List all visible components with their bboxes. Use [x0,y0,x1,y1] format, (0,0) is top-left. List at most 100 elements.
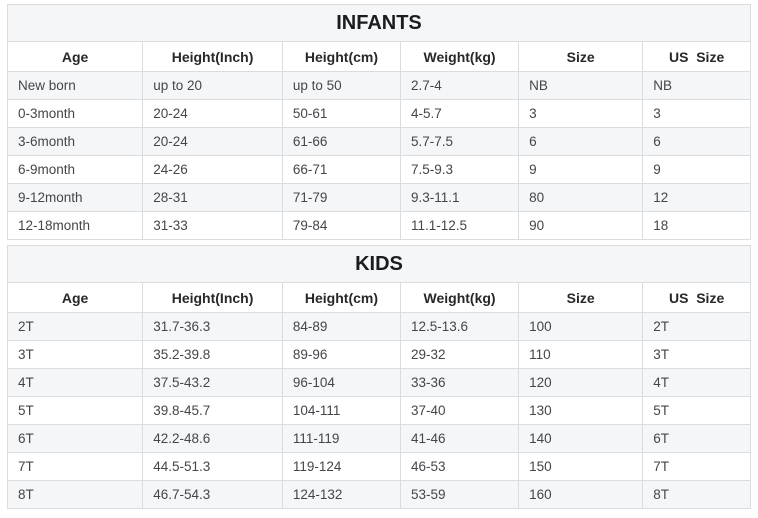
table-cell: 24-26 [142,155,283,184]
table-cell: up to 20 [142,71,283,100]
table-cell: 31.7-36.3 [142,312,283,341]
table-cell: 9 [518,155,644,184]
table-cell: 6 [642,127,751,156]
column-header-row: Age Height(Inch) Height(cm) Weight(kg) Size U… [6,41,751,72]
table-cell: 12-18month [6,211,144,240]
table-cell: 61-66 [281,127,402,156]
table-row: 3-6month 20-24 61-66 5.7-7.5 6 6 [6,127,751,156]
column-header: Height(cm) [281,41,402,72]
table-cell: 4T [642,368,751,397]
table-cell: 18 [642,211,751,240]
column-header: Height(Inch) [142,282,283,313]
table-cell: up to 50 [281,71,402,100]
table-cell: 12.5-13.6 [400,312,520,341]
table-cell: 5T [6,396,144,425]
table-cell: 20-24 [142,127,283,156]
table-cell: 35.2-39.8 [142,340,283,369]
table-cell: 33-36 [400,368,520,397]
table-cell: 8T [642,480,751,509]
table-row: 6-9month 24-26 66-71 7.5-9.3 9 9 [6,155,751,184]
table-cell: 42.2-48.6 [142,424,283,453]
table-cell: 3 [642,99,751,128]
table-title: INFANTS [7,4,751,42]
table-cell: 124-132 [281,480,402,509]
table-cell: 119-124 [281,452,402,481]
table-cell: 53-59 [400,480,520,509]
table-cell: 31-33 [142,211,283,240]
table-cell: 3T [642,340,751,369]
table-row: 3T 35.2-39.8 89-96 29-32 110 3T [6,340,751,369]
table-cell: 6T [642,424,751,453]
table-cell: 71-79 [281,183,402,212]
table-cell: 84-89 [281,312,402,341]
table-cell: 5.7-7.5 [400,127,520,156]
table-cell: 90 [518,211,644,240]
column-header: Weight(kg) [400,41,520,72]
table-cell: 160 [518,480,644,509]
table-cell: 7T [6,452,144,481]
table-cell: 20-24 [142,99,283,128]
table-cell: 140 [518,424,644,453]
table-cell: 111-119 [281,424,402,453]
table-cell: New born [6,71,144,100]
table-title: KIDS [7,245,751,283]
column-header: Age [6,41,144,72]
table-cell: 9.3-11.1 [400,183,520,212]
table-cell: 6-9month [6,155,144,184]
table-cell: 4-5.7 [400,99,520,128]
column-header: Height(Inch) [142,41,283,72]
table-cell: 6T [6,424,144,453]
table-cell: 79-84 [281,211,402,240]
table-cell: 3-6month [6,127,144,156]
column-header: US Size [642,282,751,313]
table-cell: NB [518,71,644,100]
table-cell: 8T [6,480,144,509]
table-cell: 37-40 [400,396,520,425]
table-cell: 130 [518,396,644,425]
table-cell: 46-53 [400,452,520,481]
table-row: 7T 44.5-51.3 119-124 46-53 150 7T [6,452,751,481]
table-cell: 29-32 [400,340,520,369]
column-header: Size [518,41,644,72]
table-cell: 6 [518,127,644,156]
table-row: 4T 37.5-43.2 96-104 33-36 120 4T [6,368,751,397]
table-cell: NB [642,71,751,100]
table-row: 6T 42.2-48.6 111-119 41-46 140 6T [6,424,751,453]
table-cell: 11.1-12.5 [400,211,520,240]
table-infants: INFANTS Age Height(Inch) Height(cm) Weight(k… [6,4,751,240]
table-cell: 50-61 [281,99,402,128]
table-cell: 150 [518,452,644,481]
table-cell: 4T [6,368,144,397]
column-header-row: Age Height(Inch) Height(cm) Weight(kg) Size U… [6,282,751,313]
table-cell: 100 [518,312,644,341]
table-cell: 89-96 [281,340,402,369]
column-header: Size [518,282,644,313]
table-cell: 9 [642,155,751,184]
table-row: 9-12month 28-31 71-79 9.3-11.1 80 12 [6,183,751,212]
table-row: 12-18month 31-33 79-84 11.1-12.5 90 18 [6,211,751,240]
column-header: US Size [642,41,751,72]
table-cell: 120 [518,368,644,397]
table-cell: 2T [642,312,751,341]
column-header: Weight(kg) [400,282,520,313]
table-cell: 66-71 [281,155,402,184]
table-cell: 3T [6,340,144,369]
table-row: 0-3month 20-24 50-61 4-5.7 3 3 [6,99,751,128]
table-title-row: KIDS [7,245,751,283]
table-cell: 41-46 [400,424,520,453]
table-row: 5T 39.8-45.7 104-111 37-40 130 5T [6,396,751,425]
table-cell: 28-31 [142,183,283,212]
table-cell: 0-3month [6,99,144,128]
table-cell: 9-12month [6,183,144,212]
table-cell: 12 [642,183,751,212]
table-cell: 110 [518,340,644,369]
table-row: 8T 46.7-54.3 124-132 53-59 160 8T [6,480,751,509]
table-cell: 39.8-45.7 [142,396,283,425]
table-cell: 3 [518,99,644,128]
table-cell: 2T [6,312,144,341]
table-cell: 7T [642,452,751,481]
table-row: 2T 31.7-36.3 84-89 12.5-13.6 100 2T [6,312,751,341]
table-row: New born up to 20 up to 50 2.7-4 NB NB [6,71,751,100]
table-cell: 44.5-51.3 [142,452,283,481]
